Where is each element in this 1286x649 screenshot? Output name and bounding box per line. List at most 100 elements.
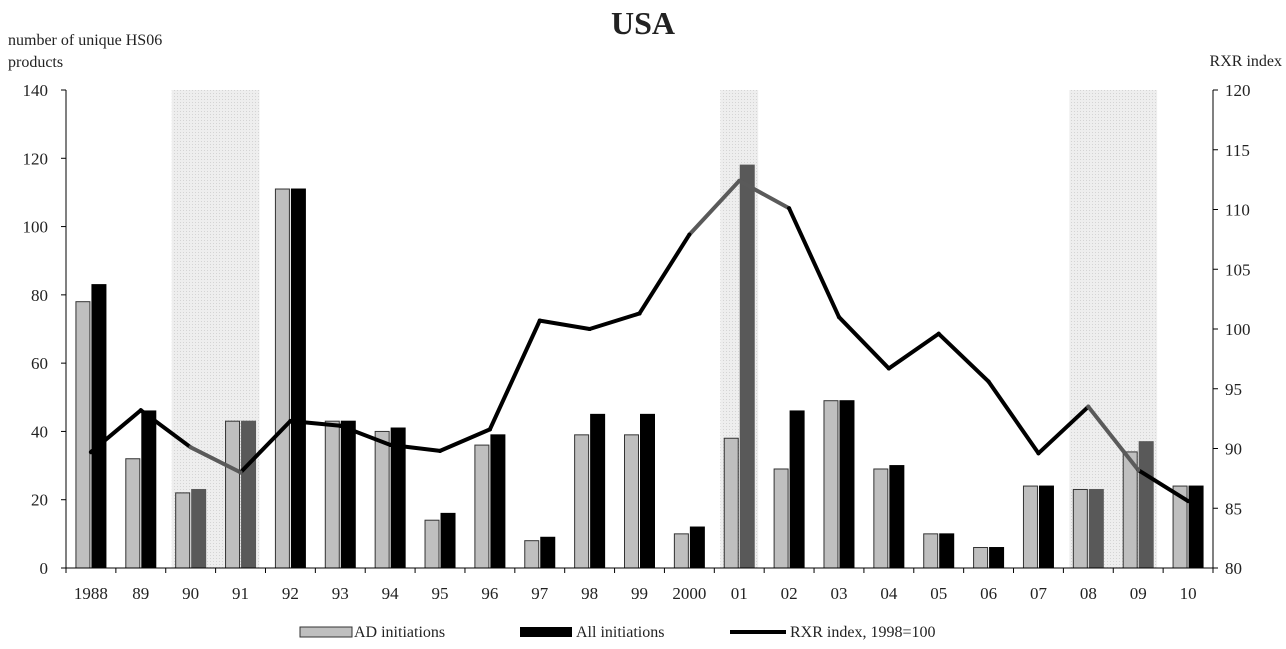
rxr-segment-98 [587,311,642,331]
bar-all-99 [640,413,655,569]
x-tick-label-89: 89 [132,584,149,603]
legend-label-all: All initiations [576,624,664,641]
x-tick-label-99: 99 [631,584,648,603]
recession-shading [171,90,1158,568]
rxr-point-93 [338,423,343,428]
x-tick-label-93: 93 [332,584,349,603]
bar-all-93 [340,420,356,569]
right-tick-label-80: 80 [1225,559,1242,578]
left-tick-label-80: 80 [31,286,48,305]
right-tick-label-115: 115 [1225,141,1250,160]
rxr-segment-96 [487,318,542,432]
right-tick-label-120: 120 [1225,81,1251,100]
rxr-point-95 [438,448,443,453]
bar-ad-07 [1022,485,1038,569]
bar-all-08 [1088,488,1104,569]
bar-all-89 [141,410,157,569]
left-axis-label-line2: products [8,54,63,71]
left-axis-label-line1: number of unique HS06 [8,32,162,49]
legend-label-rxr: RXR index, 1998=100 [790,624,935,641]
bar-ad-95 [424,519,440,569]
rxr-segment-06 [986,379,1041,456]
x-tick-label-09: 09 [1130,584,1147,603]
rxr-segment-03 [836,315,891,371]
rxr-line [88,178,1191,504]
rxr-point-01 [737,178,742,183]
right-tick-label-95: 95 [1225,380,1242,399]
rxr-point-10 [1186,499,1191,504]
bar-ad-91 [225,420,241,569]
left-tick-label-40: 40 [31,422,48,441]
bar-ad-09 [1122,451,1138,569]
bar-all-96 [490,434,506,569]
rxr-segment-05 [936,331,991,384]
rxr-point-89 [138,408,143,413]
rxr-point-96 [487,427,492,432]
rxr-segment-04 [886,331,941,371]
rxr-point-07 [1036,451,1041,456]
axes: 0204060801001201408085909510010511011512… [23,81,1251,603]
bar-ad-06 [973,547,989,569]
bar-all-98 [590,413,606,569]
rxr-point-02 [787,206,792,211]
rxr-point-98 [587,327,592,331]
rxr-point-05 [936,331,941,336]
legend-swatch-all [520,627,572,637]
rxr-segment-1988 [88,408,143,455]
bar-ad-05 [923,533,939,569]
rxr-segment-92 [288,419,343,428]
rxr-point-04 [886,366,891,371]
left-tick-label-60: 60 [31,354,48,373]
rxr-segment-94 [388,442,443,453]
rxr-point-09 [1136,468,1141,473]
legend: AD initiations All initiations RXR index… [299,624,935,641]
right-tick-label-85: 85 [1225,499,1242,518]
rxr-point-91 [238,470,243,475]
rxr-point-92 [288,419,293,424]
rxr-segment-91 [238,419,293,475]
x-tick-label-97: 97 [531,584,549,603]
bar-all-90 [191,488,207,569]
x-tick-label-01: 01 [731,584,748,603]
left-tick-label-100: 100 [23,218,49,237]
bar-ad-99 [624,434,639,569]
left-tick-label-20: 20 [31,491,48,510]
right-tick-label-100: 100 [1225,320,1251,339]
rxr-segment-95 [438,427,492,453]
x-tick-label-02: 02 [781,584,798,603]
rxr-segment-99 [637,232,692,316]
rxr-point-2000 [687,232,692,237]
rxr-point-06 [986,379,991,384]
chart-title: USA [611,5,675,41]
right-tick-label-105: 105 [1225,260,1251,279]
bar-all-05 [939,533,955,569]
x-tick-label-07: 07 [1030,584,1048,603]
x-tick-label-08: 08 [1080,584,1097,603]
bar-ad-97 [524,540,540,569]
rxr-segment-08 [1086,404,1141,473]
x-tick-label-05: 05 [930,584,947,603]
bar-ad-90 [175,492,191,569]
bar-all-2000 [689,526,705,569]
left-tick-label-0: 0 [40,559,49,578]
rxr-point-97 [537,318,542,323]
rxr-point-94 [388,442,393,447]
rxr-segment-89 [138,408,193,450]
bar-all-09 [1138,441,1154,569]
rxr-point-03 [836,315,841,320]
rxr-segment-07 [1036,404,1091,456]
x-tick-label-10: 10 [1180,584,1197,603]
x-tick-label-94: 94 [382,584,400,603]
bar-ad-93 [324,420,340,569]
bar-all-92 [290,188,306,569]
bar-all-97 [540,536,556,569]
bar-ad-04 [873,468,889,569]
rxr-point-90 [188,445,193,450]
x-tick-label-91: 91 [232,584,249,603]
bar-all-06 [989,547,1005,569]
bar-ad-02 [773,468,789,569]
right-axis-label: RXR index [1210,53,1282,70]
left-tick-label-140: 140 [23,81,49,100]
